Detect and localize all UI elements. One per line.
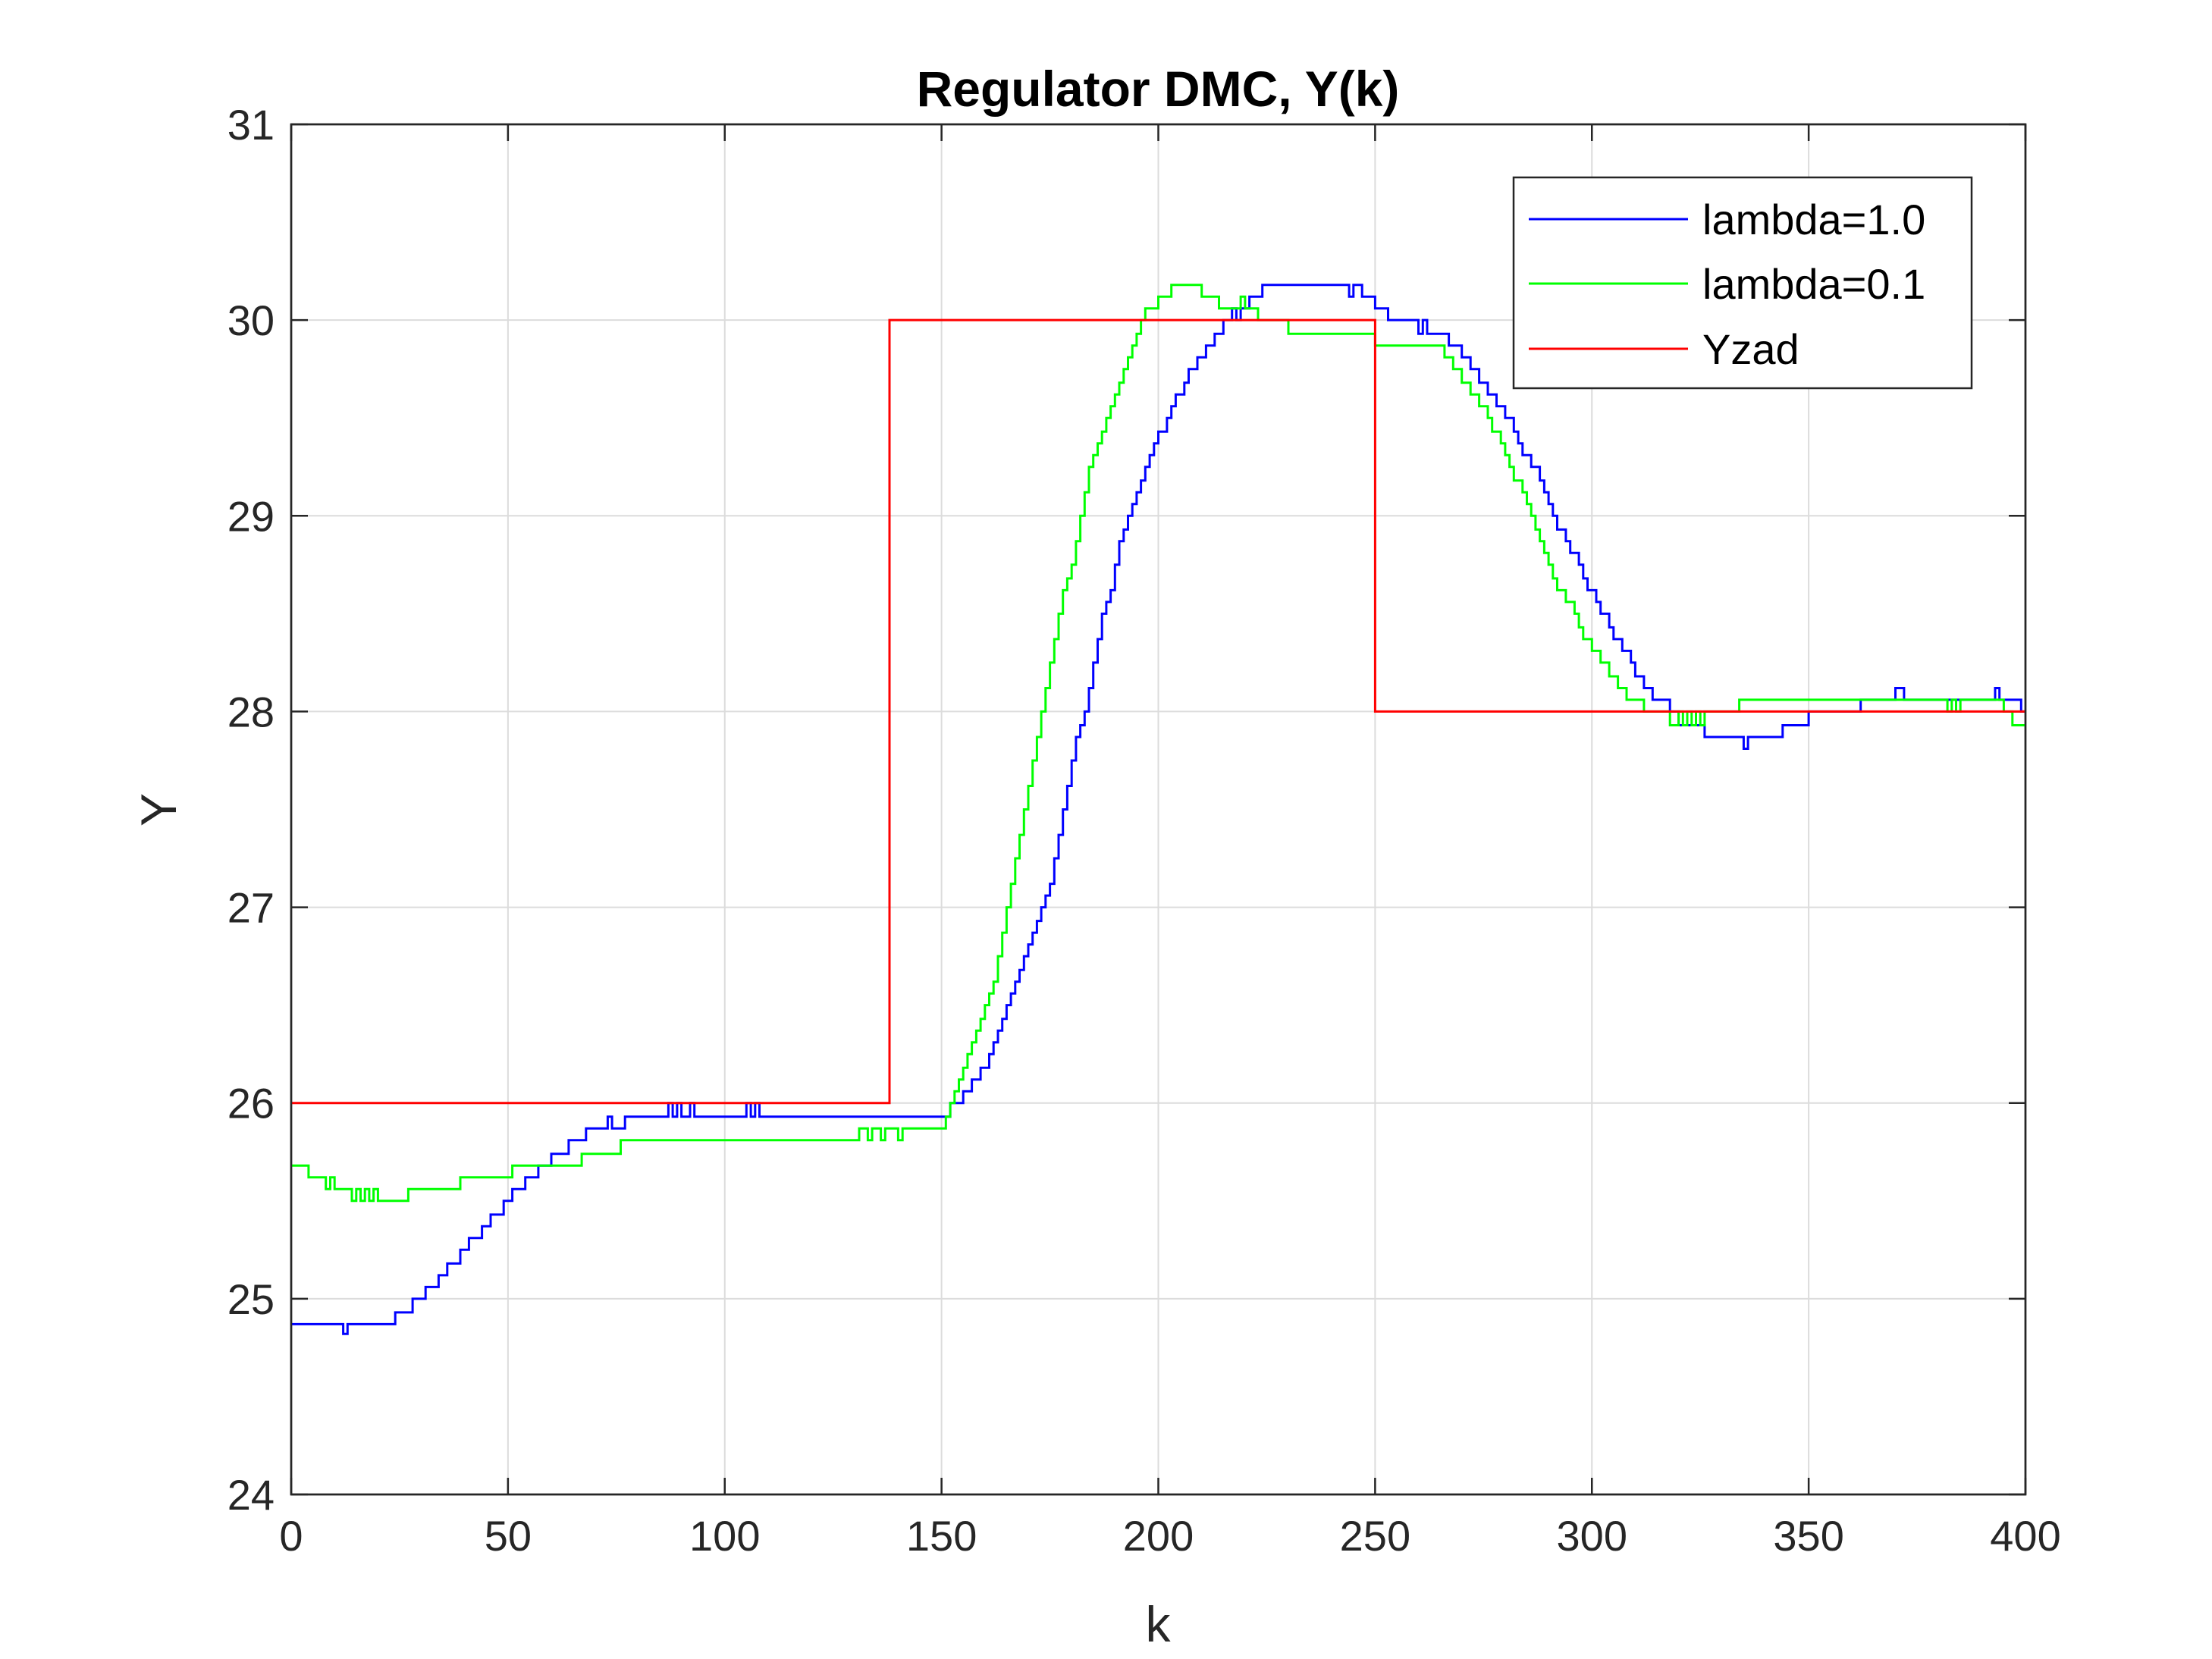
y-tick-label: 26	[227, 1080, 275, 1127]
legend-label-2: Yzad	[1702, 325, 1799, 373]
tick-labels: 0 50 100 150 200 250 300 350 400 24 25 26 27 28 29 30 31	[227, 101, 2061, 1560]
legend-label-0: lambda=1.0	[1702, 196, 1925, 243]
x-tick-label: 200	[1123, 1512, 1194, 1560]
y-tick-label: 24	[227, 1471, 275, 1519]
plot-area-border	[290, 123, 2027, 1496]
y-tick-label: 29	[227, 492, 275, 540]
series-line-1	[291, 284, 2025, 1203]
y-tick-label: 31	[227, 101, 275, 149]
x-axis-label: k	[1146, 1596, 1172, 1652]
y-axis-label: Y	[130, 793, 187, 826]
y-tick-label: 27	[227, 884, 275, 932]
series-line-2	[291, 318, 2025, 1105]
series-lines	[291, 284, 2025, 1335]
x-tick-label: 250	[1340, 1512, 1410, 1560]
x-tick-label: 350	[1773, 1512, 1843, 1560]
legend-label-1: lambda=0.1	[1702, 260, 1925, 308]
x-tick-label: 50	[485, 1512, 532, 1560]
x-tick-label: 300	[1557, 1512, 1627, 1560]
series-line-0	[291, 284, 2025, 1335]
legend: lambda=1.0 lambda=0.1 Yzad	[1512, 176, 1973, 390]
x-tick-label: 150	[906, 1512, 977, 1560]
y-tick-label: 30	[227, 296, 275, 344]
x-tick-label: 100	[689, 1512, 760, 1560]
x-tick-label: 400	[1990, 1512, 2060, 1560]
chart-title: Regulator DMC, Y(k)	[917, 61, 1400, 117]
x-tick-label: 0	[279, 1512, 303, 1560]
y-tick-label: 25	[227, 1275, 275, 1323]
y-tick-label: 28	[227, 688, 275, 735]
